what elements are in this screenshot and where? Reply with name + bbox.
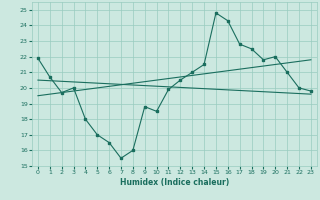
X-axis label: Humidex (Indice chaleur): Humidex (Indice chaleur) [120, 178, 229, 187]
